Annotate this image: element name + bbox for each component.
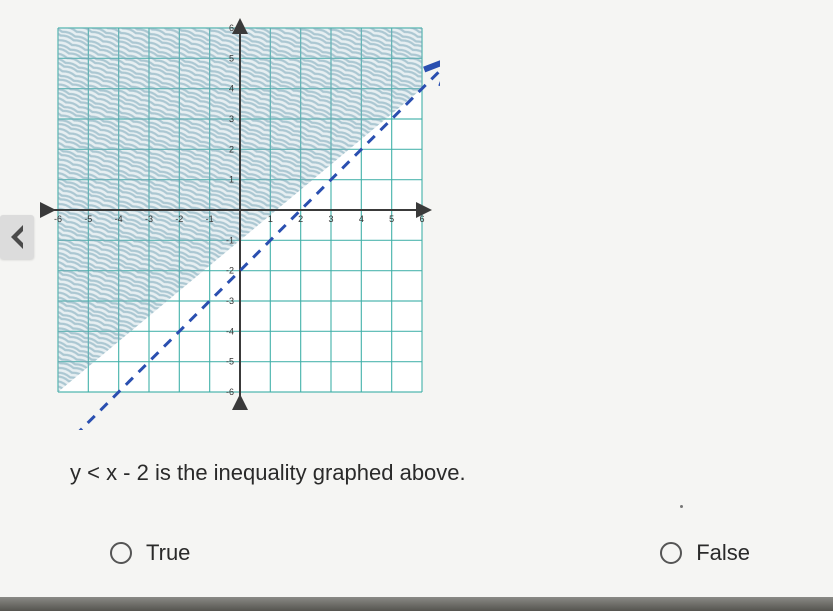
svg-text:-5: -5 (226, 357, 234, 367)
radio-icon (110, 542, 132, 564)
svg-text:5: 5 (229, 53, 234, 63)
svg-text:-4: -4 (115, 214, 123, 224)
bottom-shadow (0, 597, 833, 611)
svg-text:-6: -6 (54, 214, 62, 224)
option-false-label: False (696, 540, 750, 566)
svg-text:1: 1 (229, 175, 234, 185)
svg-text:1: 1 (268, 214, 273, 224)
svg-text:-3: -3 (145, 214, 153, 224)
svg-text:-3: -3 (226, 296, 234, 306)
svg-text:-4: -4 (226, 326, 234, 336)
chevron-left-icon (7, 223, 27, 251)
option-true[interactable]: True (110, 540, 190, 566)
question-text: y < x - 2 is the inequality graphed abov… (70, 460, 466, 486)
svg-text:6: 6 (419, 214, 424, 224)
svg-text:-2: -2 (175, 214, 183, 224)
inequality-graph: -6 -5 -4 -3 -2 -1 1 2 3 4 5 6 -6 -5 -4 -3 -2 -1 1 2 3 4 5 6 (40, 10, 440, 430)
svg-text:3: 3 (328, 214, 333, 224)
svg-text:3: 3 (229, 114, 234, 124)
option-true-label: True (146, 540, 190, 566)
svg-text:6: 6 (229, 23, 234, 33)
svg-text:4: 4 (359, 214, 364, 224)
answer-options: True False (110, 540, 750, 566)
prev-button[interactable] (0, 215, 34, 259)
svg-text:2: 2 (229, 144, 234, 154)
radio-icon (660, 542, 682, 564)
svg-text:-1: -1 (206, 214, 214, 224)
svg-text:2: 2 (298, 214, 303, 224)
svg-text:-6: -6 (226, 387, 234, 397)
svg-text:4: 4 (229, 84, 234, 94)
svg-text:5: 5 (389, 214, 394, 224)
option-false[interactable]: False (660, 540, 750, 566)
svg-text:-5: -5 (84, 214, 92, 224)
svg-text:-1: -1 (226, 235, 234, 245)
svg-text:-2: -2 (226, 266, 234, 276)
speck (680, 505, 683, 508)
